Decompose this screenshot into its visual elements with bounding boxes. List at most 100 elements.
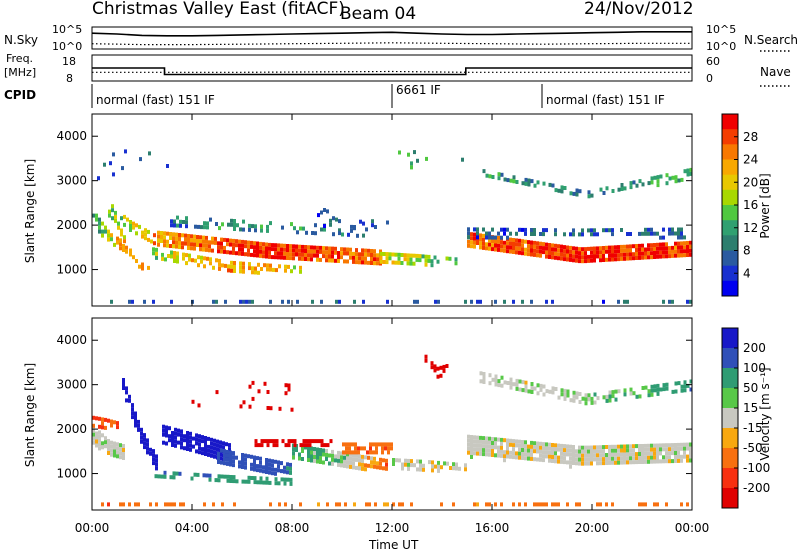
heatmap-cell — [650, 392, 654, 397]
heatmap-cell — [427, 254, 431, 259]
heatmap-cell — [668, 455, 671, 460]
heatmap-cell — [265, 470, 268, 474]
heatmap-cell — [299, 443, 303, 448]
heatmap-cell — [644, 443, 647, 448]
heatmap-cell — [542, 442, 545, 447]
heatmap-cell — [331, 457, 334, 462]
heatmap-cell — [125, 249, 128, 254]
heatmap-cell — [473, 502, 476, 507]
heatmap-cell — [638, 452, 641, 456]
heatmap-cell — [178, 237, 181, 241]
heatmap-cell — [602, 228, 605, 233]
heatmap-cell — [590, 457, 593, 462]
heatmap-cell — [265, 480, 269, 485]
heatmap-cell — [124, 149, 127, 154]
heatmap-cell — [157, 234, 160, 239]
heatmap-cell — [358, 260, 361, 265]
heatmap-cell — [211, 236, 214, 241]
colorbar-tick-label: 50 — [743, 381, 758, 395]
heatmap-cell — [271, 459, 274, 464]
heatmap-cell — [284, 391, 288, 396]
heatmap-cell — [479, 299, 482, 304]
heatmap-cell — [563, 392, 567, 397]
heatmap-cell — [473, 443, 476, 448]
heatmap-cell — [369, 450, 372, 455]
heatmap-cell — [177, 432, 180, 437]
heatmap-cell — [358, 252, 361, 257]
heatmap-cell — [683, 235, 686, 240]
heatmap-cell — [280, 251, 283, 256]
heatmap-cell — [479, 379, 483, 384]
heatmap-cell — [491, 449, 494, 453]
heatmap-cell — [593, 246, 596, 251]
heatmap-cell — [292, 455, 295, 460]
heatmap-cell — [683, 454, 686, 459]
heatmap-cell — [274, 247, 277, 252]
heatmap-cell — [431, 464, 434, 469]
heatmap-cell — [433, 255, 437, 260]
heatmap-cell — [686, 442, 689, 447]
heatmap-cell — [352, 255, 355, 260]
heatmap-cell — [269, 263, 272, 268]
heatmap-cell — [596, 461, 599, 466]
heatmap-cell — [473, 439, 476, 444]
ytick-label: 3000 — [56, 174, 87, 188]
heatmap-cell — [473, 447, 476, 452]
heatmap-cell — [256, 464, 259, 469]
heatmap-cell — [98, 430, 101, 435]
heatmap-cell — [363, 446, 366, 451]
heatmap-cell — [98, 438, 101, 443]
heatmap-cell — [92, 432, 95, 437]
heatmap-cell — [578, 189, 582, 194]
heatmap-cell — [97, 176, 100, 181]
heatmap-cell — [665, 443, 668, 448]
heatmap-cell — [241, 465, 244, 469]
heatmap-cell — [238, 243, 241, 248]
heatmap-cell — [527, 444, 530, 449]
heatmap-cell — [500, 453, 503, 458]
heatmap-cell — [647, 251, 650, 256]
heatmap-cell — [617, 253, 620, 258]
heatmap-cell — [566, 257, 569, 262]
heatmap-cell — [512, 246, 515, 250]
heatmap-cell — [260, 267, 263, 271]
heatmap-cell — [545, 254, 548, 259]
heatmap-cell — [641, 247, 644, 252]
heatmap-cell — [247, 479, 251, 484]
heatmap-cell — [599, 502, 602, 507]
heatmap-cell — [217, 245, 220, 250]
heatmap-cell — [659, 174, 663, 179]
heatmap-cell — [650, 176, 654, 181]
heatmap-cell — [668, 254, 671, 259]
heatmap-cell — [310, 446, 313, 451]
heatmap-cell — [617, 448, 620, 453]
heatmap-cell — [422, 463, 425, 468]
heatmap-cell — [632, 391, 636, 396]
heatmap-cell — [593, 445, 596, 450]
heatmap-cell — [197, 224, 200, 229]
heatmap-cell — [437, 460, 440, 465]
heatmap-cell — [201, 447, 204, 452]
heatmap-cell — [653, 459, 656, 464]
heatmap-cell — [536, 180, 540, 185]
heatmap-cell — [386, 220, 389, 225]
heatmap-cell — [165, 425, 168, 430]
heatmap-cell — [506, 178, 510, 183]
heatmap-cell — [536, 441, 539, 446]
date-title: 24/Nov/2012 — [584, 0, 694, 19]
xtick-label: 20:00 — [575, 521, 610, 535]
heatmap-cell — [163, 474, 167, 479]
heatmap-cell — [548, 243, 551, 247]
heatmap-cell — [325, 254, 328, 259]
heatmap-cell — [412, 253, 416, 258]
heatmap-cell — [686, 446, 689, 451]
heatmap-cell — [635, 183, 639, 188]
heatmap-cell — [596, 453, 599, 458]
heatmap-cell — [569, 456, 572, 461]
heatmap-cell — [560, 248, 563, 253]
heatmap-cell — [400, 261, 404, 265]
heatmap-cell — [572, 449, 575, 453]
heatmap-cell — [554, 502, 557, 507]
heatmap-cell — [114, 218, 117, 223]
heatmap-cell — [668, 176, 672, 181]
